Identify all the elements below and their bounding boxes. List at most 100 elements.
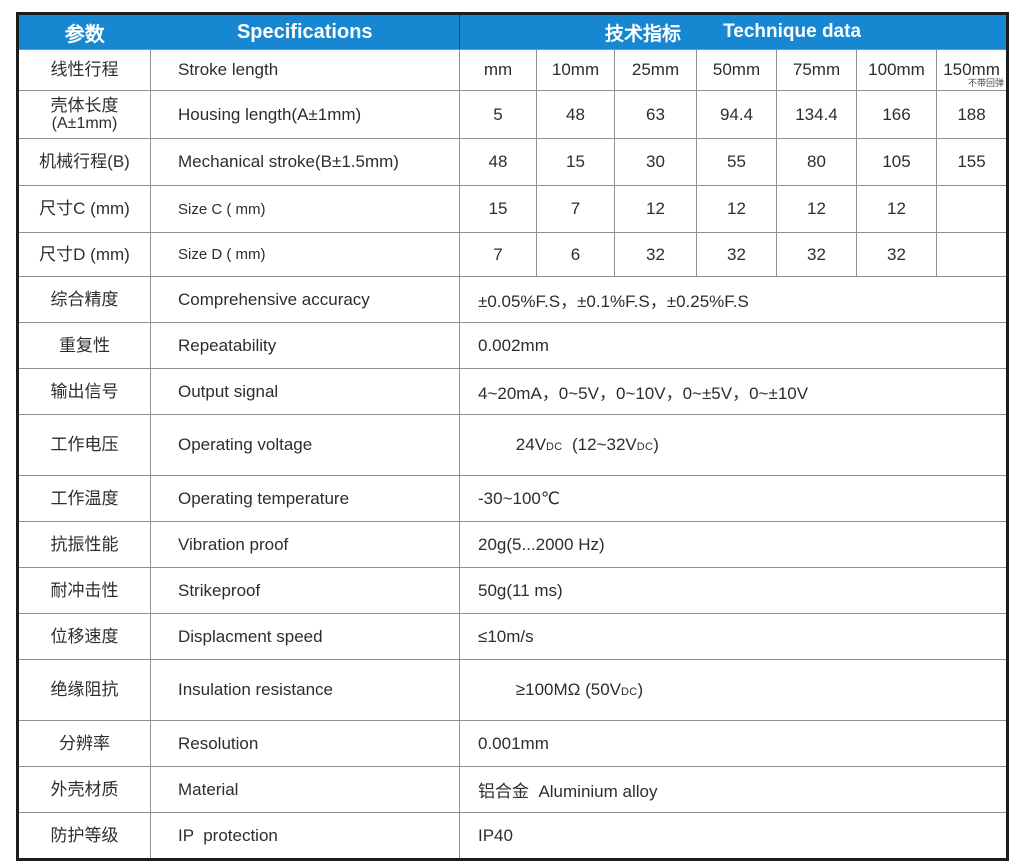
table-row-ip-protection: 防护等级 IP protection IP40 <box>17 812 1009 860</box>
value-cell: 30 <box>614 138 697 186</box>
value-cell: 32 <box>696 232 777 277</box>
table-row-output-signal: 输出信号 Output signal 4~20mA，0~5V，0~10V，0~±… <box>17 368 1009 415</box>
param-label-zh-line1: 壳体长度 <box>50 95 119 115</box>
param-label-en: Housing length(A±1mm) <box>150 90 460 139</box>
table-row-resolution: 分辨率 Resolution 0.001mm <box>17 720 1009 767</box>
header-technique-zh: 技术指标 <box>605 23 682 45</box>
value-cell: mm <box>459 49 537 91</box>
param-label-zh: 耐冲击性 <box>17 567 151 614</box>
header-param: 参数 <box>17 13 151 50</box>
value-cell: 75mm <box>776 49 857 91</box>
value-cell: 32 <box>614 232 697 277</box>
value-cell: 48 <box>459 138 537 186</box>
value-150mm: 150mm <box>943 60 1000 79</box>
param-label-zh: 工作电压 <box>17 414 151 476</box>
param-label-zh: 综合精度 <box>17 276 151 323</box>
value-cell: 15 <box>459 185 537 233</box>
param-label-zh: 重复性 <box>17 322 151 369</box>
value-cell: 48 <box>536 90 615 139</box>
value-cell-empty <box>935 185 1009 233</box>
value-cell: 5 <box>459 90 537 139</box>
param-label-zh: 防护等级 <box>17 812 151 860</box>
table-row-strikeproof: 耐冲击性 Strikeproof 50g(11 ms) <box>17 567 1009 614</box>
header-specifications: Specifications <box>150 13 460 50</box>
table-row-operating-temperature: 工作温度 Operating temperature -30~100℃ <box>17 475 1009 522</box>
value-cell: 15 <box>536 138 615 186</box>
table-header-row: 参数 Specifications 技术指标 Technique data <box>17 13 1008 50</box>
value-cell: 12 <box>696 185 777 233</box>
param-label-en: Operating voltage <box>150 414 460 476</box>
param-label-en: Insulation resistance <box>150 659 460 721</box>
param-label-zh: 抗振性能 <box>17 521 151 568</box>
value-cell: 188 <box>935 90 1009 139</box>
value-cell: 134.4 <box>776 90 857 139</box>
value-cell: IP40 <box>458 812 1009 860</box>
table-row-size-c: 尺寸C (mm) Size C ( mm) 15 7 12 12 12 12 <box>17 185 1009 233</box>
value-cell: 100mm <box>856 49 937 91</box>
value-cell: ≤10m/s <box>458 613 1009 660</box>
value-cell-empty <box>935 232 1009 277</box>
value-cell: 50g(11 ms) <box>458 567 1009 614</box>
value-cell: 6 <box>536 232 615 277</box>
value-cell: 7 <box>459 232 537 277</box>
value-cell: 166 <box>856 90 937 139</box>
param-label-zh: 输出信号 <box>17 368 151 415</box>
param-label-en: Mechanical stroke(B±1.5mm) <box>150 138 460 186</box>
param-label-en: Repeatability <box>150 322 460 369</box>
param-label-en: Vibration proof <box>150 521 460 568</box>
value-cell: 63 <box>614 90 697 139</box>
value-cell: 0.002mm <box>458 322 1009 369</box>
param-label-zh: 绝缘阻抗 <box>17 659 151 721</box>
voltage-value: 24V <box>515 435 547 454</box>
param-label-en: Comprehensive accuracy <box>150 276 460 323</box>
param-label-zh: 工作温度 <box>17 475 151 522</box>
insulation-close: ) <box>637 680 644 699</box>
header-technique-data: 技术指标 Technique data <box>458 13 1008 50</box>
param-label-en: Operating temperature <box>150 475 460 522</box>
param-label-en: Stroke length <box>150 49 460 91</box>
param-label-zh: 线性行程 <box>17 49 151 91</box>
value-cell: 25mm <box>614 49 697 91</box>
value-cell: 12 <box>614 185 697 233</box>
value-cell: 0.001mm <box>458 720 1009 767</box>
param-label-zh: 尺寸C (mm) <box>17 185 151 233</box>
table-row-mechanical-stroke: 机械行程(B) Mechanical stroke(B±1.5mm) 48 15… <box>17 138 1009 186</box>
value-cell: 105 <box>856 138 937 186</box>
param-label-zh-line2: (A±1mm) <box>51 115 118 133</box>
param-label-en: Size D ( mm) <box>150 232 460 277</box>
value-cell: 155 <box>935 138 1009 186</box>
param-label-zh: 尺寸D (mm) <box>17 232 151 277</box>
value-cell: 7 <box>536 185 615 233</box>
table-row-insulation-resistance: 绝缘阻抗 Insulation resistance ≥100MΩ (50VDC… <box>17 659 1009 721</box>
value-cell: 80 <box>776 138 857 186</box>
table-row-accuracy: 综合精度 Comprehensive accuracy ±0.05%F.S，±0… <box>17 276 1009 323</box>
no-rebound-note: 不带回弹 <box>968 78 1005 88</box>
table-row-operating-voltage: 工作电压 Operating voltage 24VDC (12~32VDC) <box>17 414 1009 476</box>
param-label-zh: 壳体长度 (A±1mm) <box>17 90 151 139</box>
table-row-size-d: 尺寸D (mm) Size D ( mm) 7 6 32 32 32 32 <box>17 232 1009 277</box>
value-cell: 20g(5...2000 Hz) <box>458 521 1009 568</box>
param-label-zh: 机械行程(B) <box>17 138 151 186</box>
param-label-en: Output signal <box>150 368 460 415</box>
insulation-value: ≥100MΩ (50V <box>515 680 621 699</box>
value-cell: 24VDC (12~32VDC) <box>458 414 1009 476</box>
value-cell: 32 <box>856 232 937 277</box>
table-row-housing-length: 壳体长度 (A±1mm) Housing length(A±1mm) 5 48 … <box>17 90 1009 139</box>
value-cell: -30~100℃ <box>458 475 1009 522</box>
value-cell-150mm: 150mm 不带回弹 <box>935 49 1009 91</box>
param-label-zh: 外壳材质 <box>17 766 151 813</box>
table-row-vibration-proof: 抗振性能 Vibration proof 20g(5...2000 Hz) <box>17 521 1009 568</box>
param-label-en: Material <box>150 766 460 813</box>
table-row-material: 外壳材质 Material 铝合金 Aluminium alloy <box>17 766 1009 813</box>
dc-subscript: DC <box>636 441 654 453</box>
value-cell: 12 <box>776 185 857 233</box>
param-label-en: Resolution <box>150 720 460 767</box>
dc-subscript: DC <box>546 441 563 453</box>
param-label-zh: 分辨率 <box>17 720 151 767</box>
value-cell: 50mm <box>696 49 777 91</box>
value-cell: 94.4 <box>696 90 777 139</box>
header-technique-en: Technique data <box>723 21 862 42</box>
value-cell: 12 <box>856 185 937 233</box>
param-label-en: Size C ( mm) <box>150 185 460 233</box>
